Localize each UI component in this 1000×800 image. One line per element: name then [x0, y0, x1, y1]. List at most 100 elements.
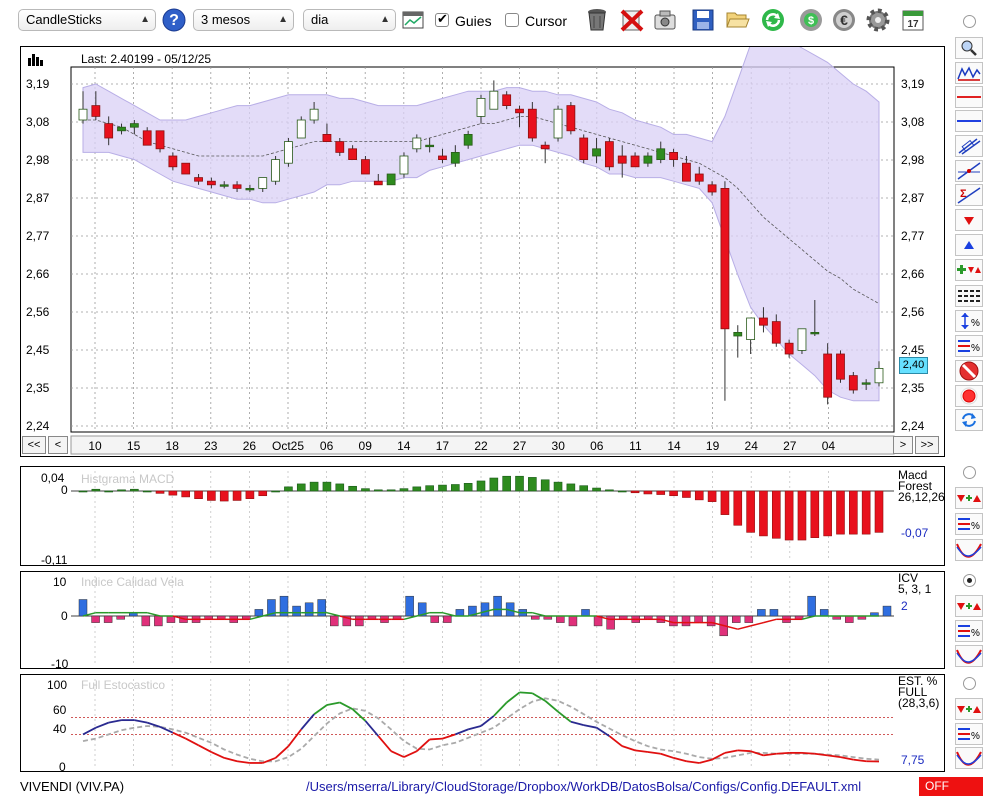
macd-bar — [784, 490, 794, 541]
candle-body — [284, 141, 293, 164]
icv-line-seg — [262, 611, 276, 617]
candle-body — [181, 162, 191, 175]
guides-checkbox[interactable] — [435, 11, 449, 27]
channel-tool-button[interactable] — [955, 135, 983, 157]
nav-first-button[interactable]: << — [22, 436, 46, 454]
icv-bar — [669, 615, 678, 627]
gear-icon[interactable] — [865, 7, 891, 33]
candle-body — [117, 126, 126, 132]
currency-icon[interactable]: € — [831, 7, 857, 33]
zoom-tool-button[interactable] — [955, 37, 983, 59]
help-icon[interactable]: ? — [161, 7, 187, 33]
vertical-percent-button[interactable]: % — [955, 310, 983, 332]
interval-select[interactable]: dia ▲ — [303, 9, 396, 31]
sync-icon[interactable]: $ — [798, 7, 824, 33]
stoch-signals-button[interactable] — [955, 698, 983, 720]
nav-next-button[interactable]: > — [893, 436, 913, 454]
stoch-curve-button[interactable] — [955, 747, 983, 769]
icv-bar — [317, 599, 326, 617]
icv-bar — [819, 609, 829, 617]
folder-open-icon[interactable] — [725, 7, 751, 33]
cursor-checkbox[interactable] — [505, 13, 519, 27]
horizontal-line-blue-button[interactable] — [955, 110, 983, 132]
x-tick-label: 06 — [590, 439, 604, 453]
macd-curve-button[interactable] — [955, 539, 983, 561]
stoch-legend-2: FULL — [898, 685, 928, 699]
current-value-box: 2,40 — [899, 357, 928, 374]
icv-signals-button[interactable] — [955, 595, 983, 617]
x-tick-label: 24 — [745, 439, 759, 453]
x-tick-label: 14 — [397, 439, 411, 453]
icv-curve-button[interactable] — [955, 645, 983, 667]
save-icon[interactable] — [690, 7, 716, 33]
trendline-tool-button[interactable] — [955, 160, 983, 182]
panel-radio-main[interactable] — [963, 15, 976, 28]
candle-body — [643, 155, 653, 164]
lines-percent-button[interactable]: % — [955, 335, 983, 357]
macd-bar — [592, 487, 601, 492]
svg-text:?: ? — [169, 12, 179, 29]
chart-type-select[interactable]: CandleSticks ▲ — [18, 9, 156, 31]
candle-body — [527, 108, 537, 139]
macd-panel[interactable]: Histgrama MACD 0,04 0 -0,11 Macd Forest … — [20, 466, 945, 567]
stoch-k-seg — [108, 719, 122, 724]
table-view-button[interactable] — [955, 285, 983, 307]
stoch-lines-percent-button[interactable]: % — [955, 723, 983, 745]
stop-icon[interactable] — [955, 360, 983, 382]
add-signals-button[interactable] — [955, 259, 983, 281]
icv-bar — [568, 615, 578, 627]
price-chart-panel[interactable]: 3,19 3,19 3,08 3,08 2,98 2,98 2,87 2,87 2,77 2,77… — [20, 46, 945, 457]
stoch-k-seg — [840, 756, 854, 761]
fibonacci-tool-button[interactable]: Σ — [955, 184, 983, 206]
stoch-k-seg — [134, 719, 148, 724]
macd-legend-1: Macd — [898, 468, 928, 482]
stoch-k-seg — [390, 750, 405, 758]
macd-signals-button[interactable] — [955, 487, 983, 509]
arrow-down-icon[interactable] — [955, 209, 983, 231]
stoch-panel[interactable]: Full Estocastico 100 60 40 0 EST. % FULL… — [20, 674, 945, 774]
panel-radio-icv[interactable] — [963, 574, 976, 587]
macd-bar — [797, 490, 807, 541]
panel-radio-macd[interactable] — [963, 466, 976, 479]
macd-lines-percent-button[interactable]: % — [955, 513, 983, 535]
stoch-k-seg — [211, 751, 225, 759]
arrow-up-icon[interactable] — [955, 234, 983, 256]
icv-bar — [581, 609, 590, 617]
stoch-ytick-0: 0 — [59, 760, 66, 774]
candle-body — [604, 141, 614, 168]
horizontal-line-red-button[interactable] — [955, 86, 983, 108]
delete-icon[interactable] — [619, 7, 645, 33]
macd-bar — [682, 490, 691, 498]
stoch-k-seg — [339, 701, 354, 710]
icv-line-seg — [750, 621, 764, 627]
swap-icon[interactable] — [955, 409, 983, 431]
stoch-value: 7,75 — [901, 753, 925, 767]
icv-lines-percent-button[interactable]: % — [955, 620, 983, 642]
icv-panel[interactable]: Indice Calidad Vela 10 0 -10 ICV 5, 3, 1… — [20, 571, 945, 671]
calendar-icon[interactable]: 17 — [900, 7, 926, 33]
draw-chart-button[interactable] — [955, 62, 983, 84]
macd-bar — [142, 490, 152, 493]
candle-body — [194, 177, 203, 182]
nav-prev-button[interactable]: < — [48, 436, 68, 454]
camera-icon[interactable] — [652, 7, 678, 33]
candle-body — [592, 148, 601, 157]
icv-bar — [78, 599, 88, 617]
macd-bar — [476, 480, 486, 492]
macd-bar — [540, 479, 550, 492]
macd-bar — [91, 488, 101, 492]
macd-legend-2: Forest — [898, 479, 933, 493]
icv-bar — [556, 615, 565, 623]
record-icon[interactable] — [955, 385, 983, 407]
trash-icon[interactable] — [584, 7, 610, 33]
panel-radio-stoch[interactable] — [963, 677, 976, 690]
x-tick-label: 11 — [629, 439, 642, 453]
period-select[interactable]: 3 mesos ▲ — [193, 9, 294, 31]
status-badge[interactable]: OFF — [919, 777, 983, 796]
candle-body — [694, 173, 704, 182]
price-chart-svg[interactable]: 3,19 3,19 3,08 3,08 2,98 2,98 2,87 2,87 2,77 2,77… — [21, 47, 944, 456]
chart-settings-icon[interactable] — [400, 7, 426, 33]
refresh-icon[interactable] — [760, 7, 786, 33]
nav-last-button[interactable]: >> — [915, 436, 939, 454]
config-path[interactable]: /Users/mserra/Library/CloudStorage/Dropb… — [306, 779, 862, 794]
